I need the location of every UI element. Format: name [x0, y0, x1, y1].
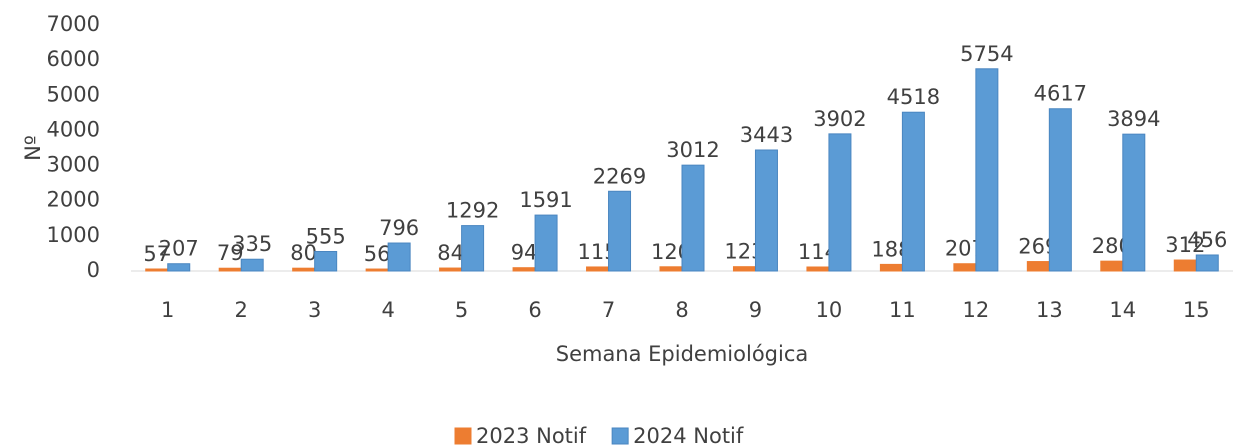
y-tick-label: 5000 — [47, 82, 100, 106]
x-tick-label: 6 — [528, 298, 541, 322]
bar — [1173, 259, 1197, 272]
y-tick-label: 7000 — [47, 12, 100, 36]
y-tick-label: 6000 — [47, 47, 100, 71]
bar — [732, 266, 756, 272]
bar — [387, 242, 411, 272]
x-tick-label: 2 — [235, 298, 248, 322]
x-tick-label: 10 — [816, 298, 843, 322]
data-label: 84 — [437, 241, 464, 265]
data-label: 56 — [364, 242, 391, 266]
data-label: 57 — [143, 242, 170, 266]
data-label: 3012 — [666, 138, 719, 162]
bar — [608, 190, 632, 272]
bar — [1100, 260, 1124, 272]
bar — [1122, 133, 1146, 272]
bar — [314, 250, 338, 272]
x-tick-label: 14 — [1109, 298, 1136, 322]
x-tick-label: 4 — [381, 298, 394, 322]
bar — [1195, 254, 1219, 272]
bar — [292, 267, 316, 272]
data-label: 4617 — [1034, 82, 1087, 106]
bar — [512, 267, 536, 272]
bar — [1026, 261, 1050, 272]
bar — [167, 263, 191, 272]
x-tick-label: 15 — [1183, 298, 1210, 322]
data-label: 2269 — [593, 164, 646, 188]
y-tick-label: 3000 — [47, 153, 100, 177]
y-tick-label: 2000 — [47, 188, 100, 212]
data-label: 79 — [217, 241, 244, 265]
data-label: 188 — [871, 237, 911, 261]
data-label: 3894 — [1107, 107, 1160, 131]
data-label: 3443 — [740, 123, 793, 147]
data-label: 555 — [306, 224, 346, 248]
data-label: 3902 — [813, 107, 866, 131]
data-label: 1292 — [446, 199, 499, 223]
x-tick-label: 1 — [161, 298, 174, 322]
bar — [240, 258, 264, 272]
legend-swatch — [454, 427, 472, 445]
bar — [439, 267, 463, 272]
bar — [828, 133, 852, 272]
legend-label: 2023 Notif — [476, 424, 587, 446]
data-label: 115 — [577, 240, 617, 264]
x-tick-label: 7 — [602, 298, 615, 322]
y-tick-label: 1000 — [47, 223, 100, 247]
data-label: 94 — [511, 241, 538, 265]
bar — [953, 263, 977, 272]
bar — [681, 164, 705, 272]
x-tick-label: 8 — [675, 298, 688, 322]
bar — [145, 268, 169, 272]
x-tick-label: 13 — [1036, 298, 1063, 322]
data-label: 5754 — [960, 42, 1013, 66]
data-label: 1591 — [519, 188, 572, 212]
bar — [879, 263, 903, 272]
bar — [901, 111, 925, 272]
bar — [461, 225, 485, 272]
y-tick-label: 4000 — [47, 117, 100, 141]
bar — [365, 268, 389, 272]
y-axis-label: Nº — [21, 135, 45, 161]
bar — [586, 266, 610, 272]
bar — [218, 267, 242, 272]
x-tick-label: 9 — [749, 298, 762, 322]
data-label: 796 — [379, 216, 419, 240]
x-tick-label: 11 — [889, 298, 916, 322]
x-tick-label: 3 — [308, 298, 321, 322]
bar — [1048, 108, 1072, 272]
data-label: 335 — [232, 232, 272, 256]
x-axis-label: Semana Epidemiológica — [556, 342, 809, 366]
x-tick-label: 5 — [455, 298, 468, 322]
bar — [659, 266, 683, 272]
legend-label: 2024 Notif — [633, 424, 744, 446]
legend-swatch — [611, 427, 629, 445]
data-label: 80 — [290, 241, 317, 265]
data-label: 120 — [651, 240, 691, 264]
data-label: 456 — [1187, 228, 1227, 252]
bar — [534, 214, 558, 272]
bar — [754, 149, 778, 272]
x-tick-label: 12 — [962, 298, 989, 322]
data-label: 4518 — [887, 85, 940, 109]
data-label: 207 — [159, 237, 199, 261]
y-tick-label: 0 — [87, 258, 100, 282]
data-label: 312 — [1165, 233, 1205, 257]
bar — [806, 266, 830, 272]
bar — [975, 68, 999, 272]
